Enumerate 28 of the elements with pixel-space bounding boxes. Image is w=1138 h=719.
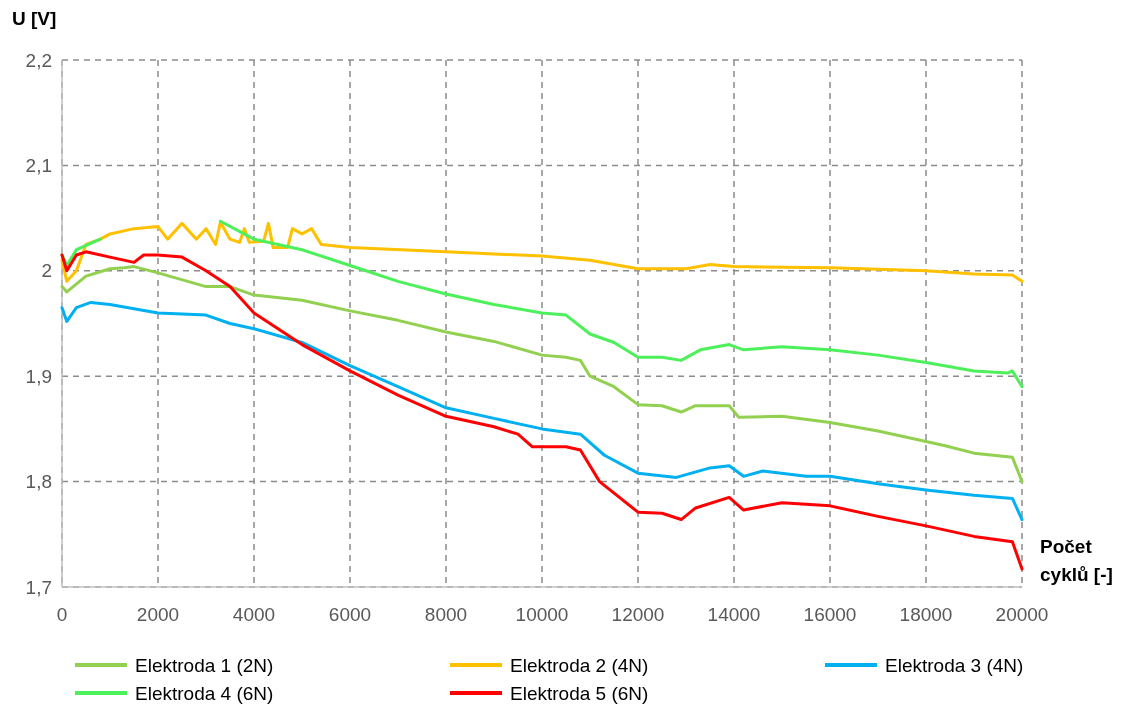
x-tick-label: 16000 [803,604,857,625]
x-tick-label: 20000 [995,604,1049,625]
x-tick-label: 2000 [136,604,180,625]
x-tick-label: 0 [56,604,68,625]
x-tick-label: 6000 [328,604,372,625]
legend-label: Elektroda 1 (2N) [135,654,274,676]
x-tick-label: 12000 [611,604,665,625]
x-tick-label: 18000 [899,604,953,625]
line-series [60,300,1024,522]
x-tick-label: 14000 [707,604,761,625]
x-tick-label: 8000 [424,604,468,625]
y-tick-label: 1,8 [25,471,52,493]
legend-label: Elektroda 2 (4N) [510,654,649,676]
x-tick-label: 10000 [515,604,569,625]
y-tick-label: 1,9 [25,365,52,387]
legend-label: Elektroda 3 (4N) [885,654,1024,676]
legend-label: Elektroda 5 (6N) [510,682,649,704]
y-tick-label: 2,1 [25,155,52,177]
y-tick-label: 2 [41,260,52,282]
line-series [60,265,1024,484]
line-series [60,250,1024,571]
line-series [60,220,1024,283]
x-tick-label: 4000 [232,604,276,625]
legend-label: Elektroda 4 (6N) [135,682,274,704]
x-axis-title: Počet cyklů [-] [1040,536,1113,585]
y-tick-label: 1,7 [25,576,52,598]
y-axis-title: U [V] [12,8,57,29]
y-tick-label: 2,2 [25,49,52,71]
